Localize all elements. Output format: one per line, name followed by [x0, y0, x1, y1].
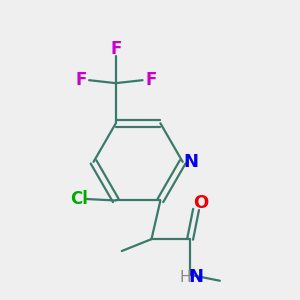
Text: O: O — [193, 194, 208, 212]
Text: N: N — [184, 153, 199, 171]
Text: Cl: Cl — [70, 190, 88, 208]
Text: F: F — [110, 40, 122, 58]
Text: H: H — [179, 270, 190, 285]
Text: F: F — [75, 71, 86, 89]
Text: F: F — [145, 71, 157, 89]
Text: N: N — [189, 268, 204, 286]
